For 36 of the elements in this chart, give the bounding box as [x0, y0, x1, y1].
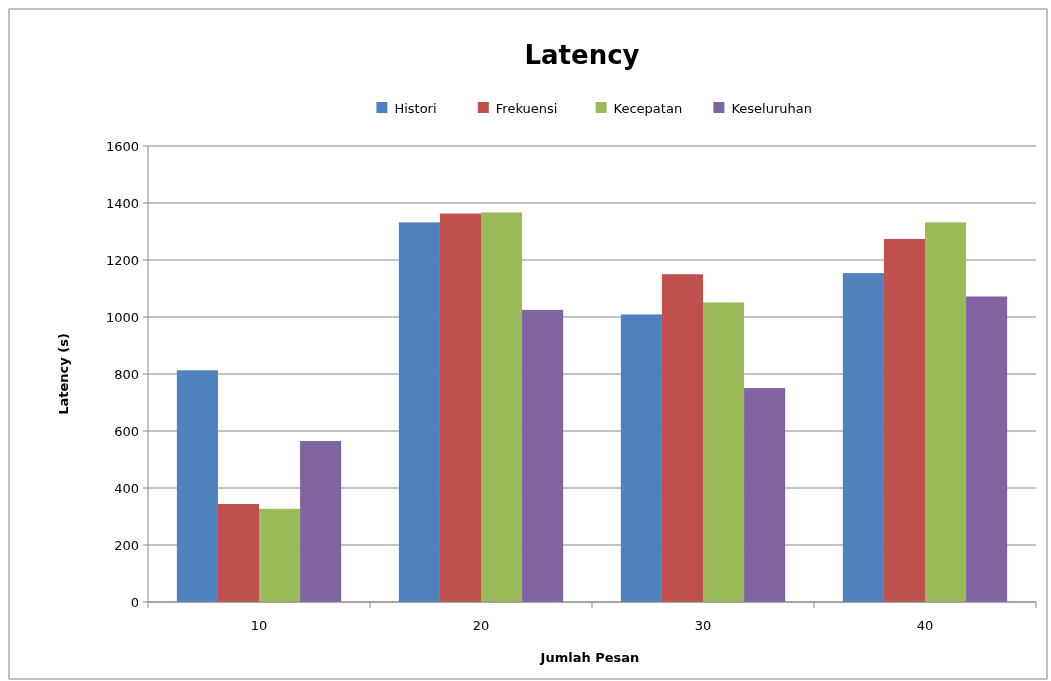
legend-label: Histori	[394, 100, 437, 116]
x-axis-title: Jumlah Pesan	[539, 650, 640, 665]
bar	[744, 387, 786, 602]
bar	[842, 273, 884, 602]
bar	[703, 302, 745, 602]
y-tick-label: 1200	[105, 252, 139, 268]
y-tick-label: 1400	[105, 195, 139, 211]
x-tick-label: 40	[916, 618, 934, 633]
bar	[925, 222, 967, 602]
bar	[883, 238, 925, 602]
bar	[620, 314, 662, 602]
bar	[966, 296, 1008, 602]
bar	[481, 212, 523, 602]
bar	[398, 222, 440, 602]
y-tick-label: 1600	[105, 138, 139, 154]
bar	[217, 503, 259, 602]
bar	[439, 213, 481, 602]
x-tick-label: 10	[250, 618, 268, 633]
y-tick-label: 200	[114, 537, 139, 553]
y-tick-label: 0	[130, 594, 139, 610]
bar	[259, 508, 301, 602]
bar	[300, 440, 342, 602]
y-tick-label: 800	[114, 366, 139, 382]
x-tick-label: 30	[694, 618, 712, 633]
bar	[176, 370, 218, 602]
bar	[522, 309, 564, 602]
y-tick-label: 600	[114, 423, 139, 439]
y-tick-label: 400	[114, 480, 139, 496]
legend-label: Keseluruhan	[731, 100, 812, 116]
legend-label: Frekuensi	[495, 100, 558, 116]
y-axis-title: Latency (s)	[56, 333, 71, 415]
y-tick-label: 1000	[105, 309, 139, 325]
chart-title: Latency	[524, 40, 640, 70]
bar	[661, 274, 703, 602]
x-tick-label: 20	[472, 618, 490, 633]
legend-label: Kecepatan	[613, 100, 683, 116]
